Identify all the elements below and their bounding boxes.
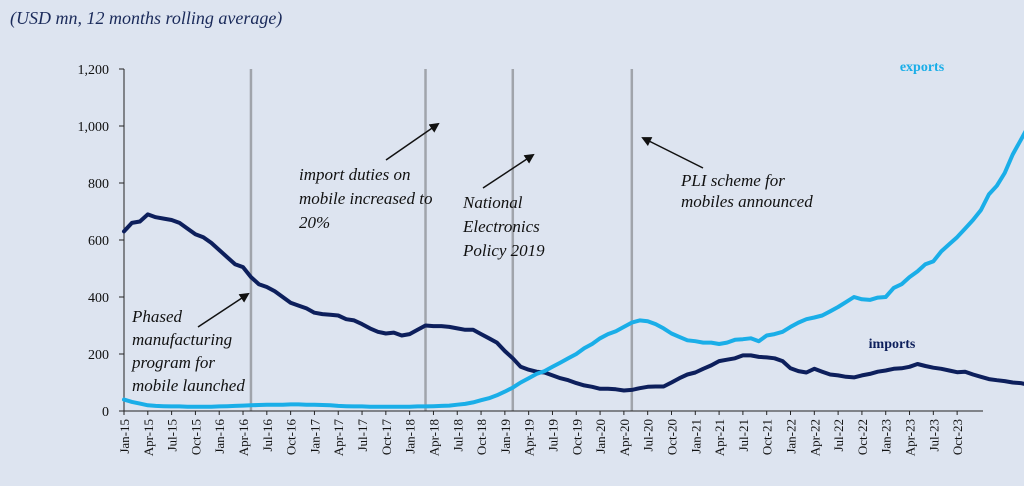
x-tick-label: Jan-21 (688, 419, 703, 454)
x-tick-label: Oct-17 (379, 419, 394, 456)
x-tick-label: Apr-17 (331, 419, 346, 457)
series-label-exports: exports (900, 60, 945, 75)
x-tick-label: Apr-16 (236, 419, 251, 457)
x-tick-label: Jul-18 (450, 419, 465, 452)
series-label-imports: imports (869, 337, 916, 352)
x-tick-label: Apr-21 (712, 419, 727, 456)
x-tick-label: Apr-20 (617, 419, 632, 456)
event-label-line: PLI scheme for (680, 171, 785, 190)
event-label-line: Electronics (462, 217, 540, 236)
y-tick-label: 1,200 (78, 63, 110, 78)
x-tick-label: Jul-17 (355, 419, 370, 452)
x-tick-label: Oct-21 (760, 419, 775, 455)
event-arrow-2 (385, 122, 440, 161)
event-label-line: mobile increased to (299, 189, 432, 208)
event-arrow-1 (197, 292, 250, 328)
x-tick-label: Apr-15 (141, 419, 156, 456)
event-label-2: import duties on mobile increased to 20% (299, 165, 432, 232)
y-tick-label: 600 (88, 234, 109, 249)
event-label-1: Phased manufacturing program for mobile lau… (131, 307, 245, 395)
x-tick-label: Jul-20 (641, 419, 656, 452)
event-annotations: Phased manufacturing program for mobile lau… (131, 122, 813, 395)
event-arrow-4 (641, 137, 704, 169)
y-tick-label: 0 (102, 405, 109, 420)
x-tick-label: Apr-22 (807, 419, 822, 456)
event-label-line: mobiles announced (681, 192, 813, 211)
x-tick-label: Jan-22 (784, 419, 799, 454)
event-lines (249, 69, 634, 411)
x-tick-label: Jan-20 (593, 419, 608, 454)
event-label-line: manufacturing (132, 330, 232, 349)
x-tick-label: Jan-18 (403, 419, 418, 454)
x-tick-label: Oct-19 (569, 419, 584, 455)
x-tick-label: Jul-15 (165, 419, 180, 452)
x-tick-labels: Jan-15 Apr-15 Jul-15 Oct-15 Jan-16 Apr-16 Jul-… (117, 419, 965, 457)
x-tick-label: Jan-16 (212, 419, 227, 454)
y-tick-label: 200 (88, 348, 109, 363)
event-label-line: National (462, 193, 523, 212)
x-tick-label: Oct-20 (664, 419, 679, 455)
x-tick-label: Apr-18 (426, 419, 441, 456)
x-tick-label: Jul-16 (260, 419, 275, 452)
x-tick-label: Jul-21 (736, 419, 751, 452)
x-tick-label: Oct-18 (474, 419, 489, 455)
event-label-line: import duties on (299, 165, 410, 184)
series-lines (122, 130, 1024, 409)
x-tick-label: Jan-23 (879, 419, 894, 454)
x-tick-label: Jan-17 (307, 419, 322, 454)
event-label-line: mobile launched (132, 376, 245, 395)
event-label-line: Policy 2019 (462, 241, 545, 260)
x-tick-label: Jul-19 (545, 419, 560, 452)
x-tick-label: Apr-23 (903, 419, 918, 456)
series-line-imports (122, 212, 1024, 393)
x-tick-label: Oct-15 (188, 419, 203, 455)
x-tick-label: Oct-16 (284, 419, 299, 456)
y-tick-labels: 0 200 400 600 800 1,000 1,200 (78, 63, 110, 420)
x-tick-label: Jul-22 (831, 419, 846, 452)
y-tick-label: 800 (88, 177, 109, 192)
event-label-3: National Electronics Policy 2019 (462, 193, 545, 260)
y-tick-label: 400 (88, 291, 109, 306)
event-arrow-3 (482, 153, 535, 189)
event-label-line: program for (131, 353, 215, 372)
y-tick-label: 1,000 (78, 120, 110, 135)
series-labels: exports imports (869, 60, 945, 352)
event-label-line: 20% (299, 213, 330, 232)
x-tick-label: Oct-23 (950, 419, 965, 455)
event-label-line: Phased (131, 307, 183, 326)
chart-subtitle: (USD mn, 12 months rolling average) (10, 8, 282, 29)
x-tick-label: Jul-23 (926, 419, 941, 452)
x-tick-label: Oct-22 (855, 419, 870, 455)
x-tick-label: Apr-19 (522, 419, 537, 456)
event-label-4: PLI scheme for mobiles announced (680, 171, 813, 211)
series-line-exports (122, 130, 1024, 409)
axes (119, 68, 983, 415)
x-tick-label: Jan-15 (117, 419, 132, 454)
x-tick-label: Jan-19 (498, 419, 513, 454)
